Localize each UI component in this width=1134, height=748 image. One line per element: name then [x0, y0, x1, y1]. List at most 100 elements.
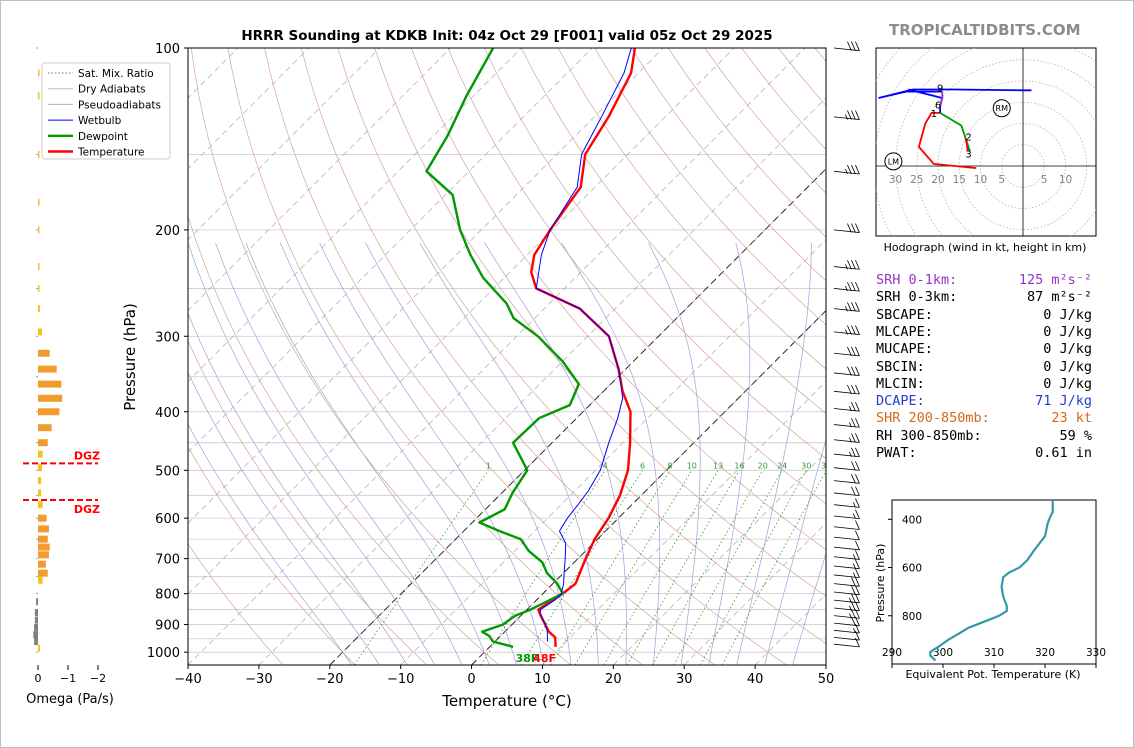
dry-adiabat	[300, 48, 787, 665]
wind-barb-half-flag	[849, 605, 852, 611]
dry-adiabat	[484, 48, 826, 459]
wind-barb	[833, 520, 860, 530]
theta-e-x-tick-label: 300	[933, 647, 953, 659]
wind-barb-flag	[855, 559, 860, 569]
temperature-profile-line	[530, 48, 637, 647]
wind-barb	[833, 325, 860, 335]
omega-bar	[38, 439, 48, 447]
moist-adiabat	[188, 423, 353, 665]
wind-barb-flag	[855, 568, 860, 578]
omega-bar	[38, 394, 63, 402]
wind-barb	[833, 346, 860, 357]
wind-barb	[833, 474, 860, 484]
moist-adiabat	[648, 242, 701, 665]
wind-barb-flag	[851, 302, 856, 312]
wind-barb-flag	[851, 585, 856, 595]
wind-barb-flag	[855, 585, 860, 595]
x-tick-label: −40	[174, 672, 201, 687]
hodograph-segment	[939, 91, 944, 107]
param-row: SBCAPE: 0 J/kg	[876, 307, 1106, 325]
hodograph-height-label: 3	[965, 149, 971, 160]
wind-barb-flag	[847, 281, 852, 292]
omega-bar	[38, 576, 43, 584]
dry-adiabat	[337, 48, 826, 645]
zero-isotherm	[471, 309, 826, 665]
wind-barb	[833, 601, 860, 612]
moist-adiabat	[764, 437, 826, 665]
moist-adiabat	[245, 242, 490, 665]
omega-bar	[34, 623, 38, 631]
y-tick-label: 500	[155, 464, 180, 479]
omega-bar	[36, 598, 38, 606]
dry-adiabat	[594, 48, 826, 326]
isotherm-line	[683, 522, 826, 665]
y-tick-label: 200	[155, 224, 180, 239]
x-tick-label: 10	[534, 672, 551, 687]
moist-adiabat	[215, 242, 463, 665]
wind-barb-flag	[855, 346, 860, 357]
wind-barb-half-flag	[853, 627, 856, 634]
theta-e-y-tick-label: 400	[902, 514, 922, 526]
theta-e-y-tick-label: 800	[902, 611, 922, 623]
wind-barb-flag	[851, 384, 856, 395]
isotherm-line	[188, 48, 806, 665]
hodograph-height-label: 6	[935, 100, 941, 111]
wind-barb	[833, 577, 860, 587]
omega-x-tick-label: −1	[60, 672, 76, 685]
dry-adiabat	[188, 215, 500, 665]
wind-barb-flag	[855, 164, 860, 175]
param-row: MLCIN: 0 J/kg	[876, 376, 1106, 394]
dry-adiabat	[447, 48, 826, 505]
param-value: 59 %	[1059, 427, 1092, 444]
dry-adiabat	[227, 48, 643, 665]
wind-barb-flag	[851, 110, 856, 120]
omega-panel: 0 −1 −2 DGZ DGZ	[23, 47, 106, 685]
param-label: SRH 0-3km:	[876, 289, 958, 306]
wind-barb	[833, 302, 860, 312]
theta-e-panel: 290 300 310 320 330 400 600 800	[882, 499, 1106, 668]
wind-barb-flag	[855, 601, 860, 611]
param-row: MUCAPE: 0 J/kg	[876, 341, 1106, 359]
param-value: 87 m²s⁻²	[1026, 289, 1092, 306]
wind-barb-flag	[851, 486, 856, 496]
wind-barb-flag	[855, 550, 860, 560]
wind-barb-flag	[847, 223, 852, 233]
isotherm-line	[188, 48, 735, 595]
dewpoint-profile-line	[425, 48, 580, 649]
wind-barb-half-flag	[849, 406, 852, 412]
wind-barb-flag	[855, 402, 860, 412]
theta-e-y-tick-label: 600	[902, 563, 922, 575]
x-tick-label: 0	[467, 672, 475, 687]
hodograph: 30 25 20 15 10 5 5 10 1 2 3 6 9 RM LM	[875, 47, 1097, 237]
y-tick-label: 300	[155, 330, 180, 345]
omega-bar	[34, 609, 38, 617]
hodograph-height-label: 1	[931, 109, 937, 120]
hodograph-marker	[992, 99, 1011, 118]
param-row: SHR 200-850mb: 23 kt	[876, 410, 1106, 428]
skewt-x-axis-label: Temperature (°C)	[441, 692, 571, 710]
omega-bar	[38, 365, 57, 373]
skewt-axes: −40 −30 −20 −10 0 10 20 30 40 50 100 200 300 400 500 60…	[147, 42, 834, 687]
omega-axis-label: Omega (Pa/s)	[26, 692, 114, 707]
param-value: 0 J/kg	[1043, 323, 1092, 340]
wind-barb-flag	[851, 418, 856, 428]
omega-bar	[38, 349, 50, 357]
mixing-ratio-line	[721, 470, 826, 665]
omega-bar	[38, 514, 47, 522]
wind-barb-flag	[851, 577, 856, 587]
mixing-ratio-label: 36	[821, 461, 831, 470]
omega-bar	[38, 92, 40, 100]
param-label: MUCAPE:	[876, 341, 933, 358]
omega-x-tick-label: −2	[90, 672, 106, 685]
moist-adiabat	[419, 242, 599, 665]
wind-barb-half-flag	[849, 613, 852, 619]
theta-e-x-tick-label: 290	[882, 647, 902, 659]
param-value: 125 m²s⁻²	[1018, 272, 1092, 288]
y-tick-label: 600	[155, 512, 180, 527]
hodograph-height-label: 9	[937, 83, 943, 94]
wind-barb-flag	[851, 601, 856, 611]
mixing-ratio-label: 24	[777, 461, 787, 470]
wind-barb-flag	[855, 41, 860, 51]
wind-barb-flag	[855, 281, 860, 292]
wind-barb	[833, 366, 860, 377]
